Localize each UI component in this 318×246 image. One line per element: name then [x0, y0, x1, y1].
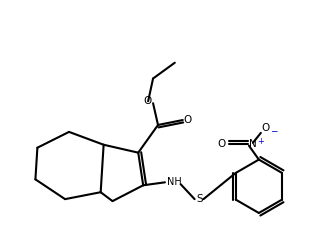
Text: N: N — [249, 139, 257, 149]
Text: O: O — [262, 123, 270, 133]
Text: O: O — [184, 115, 192, 125]
Text: +: + — [257, 137, 264, 146]
Text: S: S — [197, 194, 203, 204]
Text: O: O — [217, 139, 225, 149]
Text: NH: NH — [167, 177, 182, 187]
Text: −: − — [270, 126, 277, 135]
Text: O: O — [143, 96, 151, 106]
